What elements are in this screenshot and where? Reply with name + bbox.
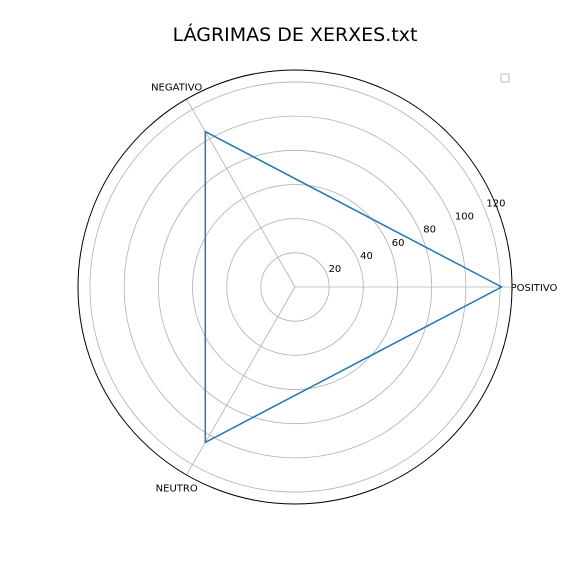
chart-title: LÁGRIMAS DE XERXES.txt: [173, 23, 418, 46]
r-tick-80: 80: [423, 225, 436, 236]
series-lines: [204, 130, 503, 444]
category-label-neutro: NEUTRO: [156, 484, 198, 495]
polar-frame: [77, 69, 513, 505]
r-tick-100: 100: [455, 212, 474, 223]
spokes: [186, 98, 512, 476]
r-tick-60: 60: [392, 238, 405, 249]
r-tick-40: 40: [360, 251, 373, 262]
spoke-negativo: [186, 98, 296, 288]
legend-box: [500, 73, 510, 83]
series-line-0: [204, 130, 503, 444]
series-point-negativo: [204, 130, 207, 133]
r-tick-20: 20: [329, 264, 342, 275]
radial-tick-labels: 20 40 60 80 100 120: [329, 199, 506, 275]
category-labels: POSITIVO NEGATIVO NEUTRO: [151, 82, 557, 494]
spoke-neutro: [186, 286, 296, 476]
category-label-positivo: POSITIVO: [511, 283, 558, 294]
series-point-neutro: [204, 441, 207, 444]
series-point-positivo: [500, 286, 503, 288]
category-label-negativo: NEGATIVO: [151, 82, 202, 93]
r-tick-120: 120: [486, 199, 505, 210]
